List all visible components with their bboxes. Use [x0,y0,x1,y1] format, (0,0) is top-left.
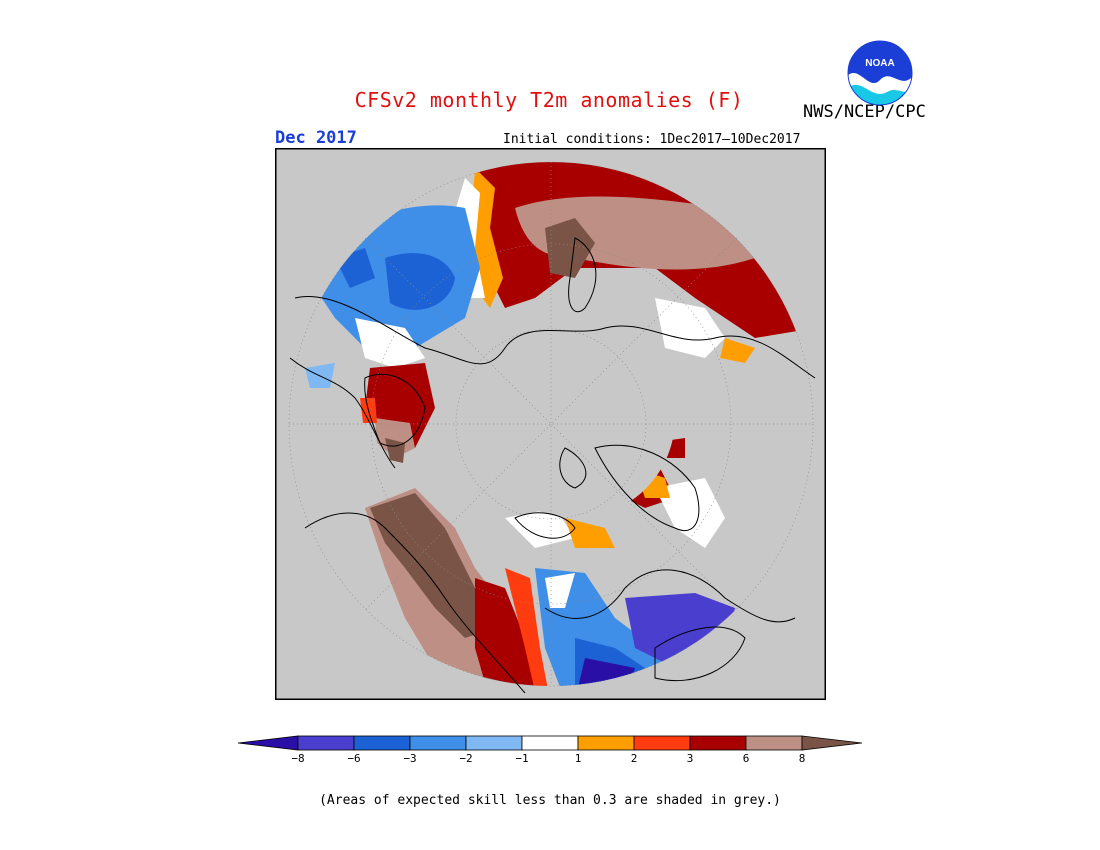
arctic-ocean-low-skill [475,318,675,518]
colorbar [238,735,862,751]
colorbar-tick: 8 [798,752,806,765]
agency-label: NWS/NCEP/CPC [803,102,926,122]
logo-text: NOAA [865,58,894,69]
footnote: (Areas of expected skill less than 0.3 a… [319,793,781,808]
colorbar-bin [409,735,467,751]
colorbar-tick: −1 [515,752,529,765]
colorbar-bin [745,735,803,751]
colorbar-tick: 2 [630,752,638,765]
colorbar-arrow-left [238,735,299,751]
colorbar-bin [521,735,579,751]
colorbar-tick: −3 [403,752,417,765]
colorbar-tick: 3 [686,752,694,765]
colorbar-tick: −8 [291,752,305,765]
colorbar-bin [633,735,691,751]
map-border [275,148,826,700]
chart-title: CFSv2 monthly T2m anomalies (F) [354,88,744,112]
colorbar-bin [297,735,355,751]
coastlines [289,237,816,694]
colorbar-bin [465,735,523,751]
colorbar-tick: −2 [459,752,473,765]
polar-map [275,148,826,700]
colorbar-arrow-right [801,735,862,751]
noaa-logo: NOAA [847,40,913,106]
colorbar-tick: 6 [742,752,750,765]
colorbar-bin [577,735,635,751]
colorbar-tick: −6 [347,752,361,765]
colorbar-bin [689,735,747,751]
forecast-month: Dec 2017 [275,128,357,148]
initial-conditions: Initial conditions: 1Dec2017–10Dec2017 [503,132,801,147]
graticule [288,161,814,687]
colorbar-tick: 1 [574,752,582,765]
colorbar-bin [353,735,411,751]
